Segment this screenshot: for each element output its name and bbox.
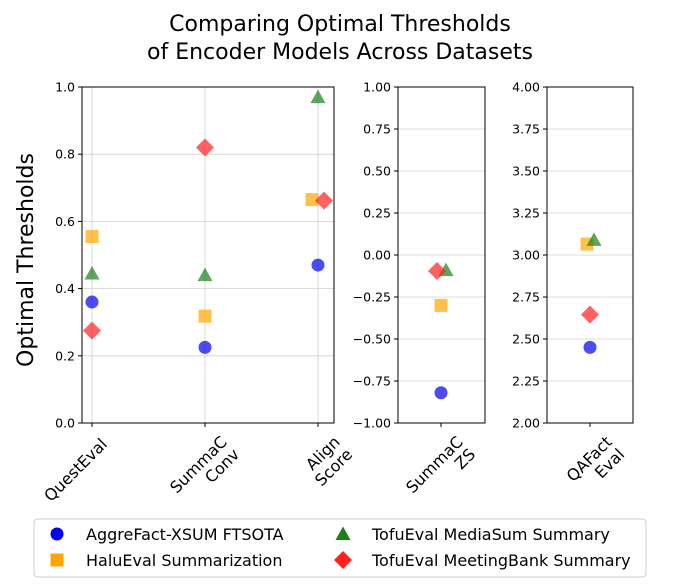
legend-item: HaluEval Summarization	[50, 551, 282, 570]
data-point	[315, 191, 333, 210]
panels: 0.0 0.2 0.4 0.6 0.8 1.0 QuestEval SummaCConv Ali…	[40, 80, 634, 509]
legend-label: TofuEval MeetingBank Summary	[371, 551, 631, 570]
y-tick-label: 1.00	[363, 80, 391, 95]
x-tick-label: QAFactEval	[563, 432, 629, 498]
panel-2: −1.00 −0.75 −0.50 −0.25 0.00 0.25 0.50 0.75 1.00…	[353, 80, 486, 509]
data-point	[581, 305, 599, 324]
panel-1: 0.0 0.2 0.4 0.6 0.8 1.0 QuestEval SummaCConv Ali…	[40, 80, 357, 509]
y-tick-label: −0.50	[353, 332, 391, 347]
data-point	[434, 386, 448, 400]
x-tick-label: AlignScore	[299, 432, 357, 490]
chart-title-line-1: Comparing Optimal Thresholds	[169, 12, 511, 37]
y-axis-label: Optimal Thresholds	[14, 153, 39, 367]
y-tick-label: 0.0	[55, 416, 75, 431]
data-point	[583, 340, 597, 354]
x-tick-label: SummaCZS	[402, 432, 479, 509]
x-tick-label: QuestEval	[40, 435, 111, 506]
y-tick-label: 2.25	[512, 374, 540, 389]
y-tick-label: 3.75	[512, 122, 540, 137]
data-point	[586, 232, 602, 246]
y-tick-label: 2.75	[512, 290, 540, 305]
legend-item: AggreFact-XSUM FTSOTA	[50, 525, 284, 544]
y-tick-label: 0.6	[55, 214, 75, 229]
data-point	[305, 193, 319, 207]
y-tick-label: 1.0	[55, 80, 75, 95]
y-tick-label: 2.00	[512, 416, 540, 431]
y-tick-label: 0.00	[363, 248, 391, 263]
y-tick-label: 2.50	[512, 332, 540, 347]
data-point	[428, 261, 446, 280]
data-point	[84, 265, 100, 280]
y-tick-label: −1.00	[353, 416, 391, 431]
y-tick-label: 3.50	[512, 164, 540, 179]
data-point	[311, 258, 325, 272]
y-tick-label: 3.25	[512, 206, 540, 221]
legend-frame	[33, 518, 647, 578]
legend-marker	[334, 551, 352, 569]
y-tick-label: 3.00	[512, 248, 540, 263]
legend-marker	[335, 526, 351, 540]
y-tick-label: 0.50	[363, 164, 391, 179]
legend-label: HaluEval Summarization	[86, 551, 282, 570]
chart-title-line-2: of Encoder Models Across Datasets	[147, 40, 533, 65]
panel-3: 2.00 2.25 2.50 2.75 3.00 3.25 3.50 3.75 4.00 QAFa…	[512, 80, 634, 498]
data-point	[85, 230, 99, 244]
legend-item: TofuEval MediaSum Summary	[335, 525, 610, 544]
plot-frame	[81, 86, 335, 424]
y-tick-label: 0.25	[363, 206, 391, 221]
y-tick-label: 0.8	[55, 147, 75, 162]
legend-label: TofuEval MediaSum Summary	[371, 525, 610, 544]
y-tick-label: 0.4	[55, 281, 75, 296]
data-point	[434, 298, 448, 312]
data-point	[196, 138, 214, 157]
y-tick-label: −0.75	[353, 374, 391, 389]
y-tick-label: 4.00	[512, 80, 540, 95]
y-tick-label: 0.75	[363, 122, 391, 137]
legend-marker	[50, 553, 64, 567]
data-point	[83, 321, 101, 340]
x-tick-label: SummaCConv	[166, 432, 243, 509]
legend-label: AggreFact-XSUM FTSOTA	[86, 525, 284, 544]
legend: AggreFact-XSUM FTSOTA HaluEval Summarizat…	[33, 518, 647, 578]
data-point	[197, 267, 213, 282]
y-tick-label: −0.25	[353, 290, 391, 305]
data-point	[198, 340, 212, 354]
data-point	[310, 89, 326, 104]
data-point	[85, 295, 99, 309]
data-point	[198, 309, 212, 323]
y-tick-label: 0.2	[55, 348, 75, 363]
legend-marker	[50, 527, 64, 541]
legend-item: TofuEval MeetingBank Summary	[334, 551, 631, 570]
